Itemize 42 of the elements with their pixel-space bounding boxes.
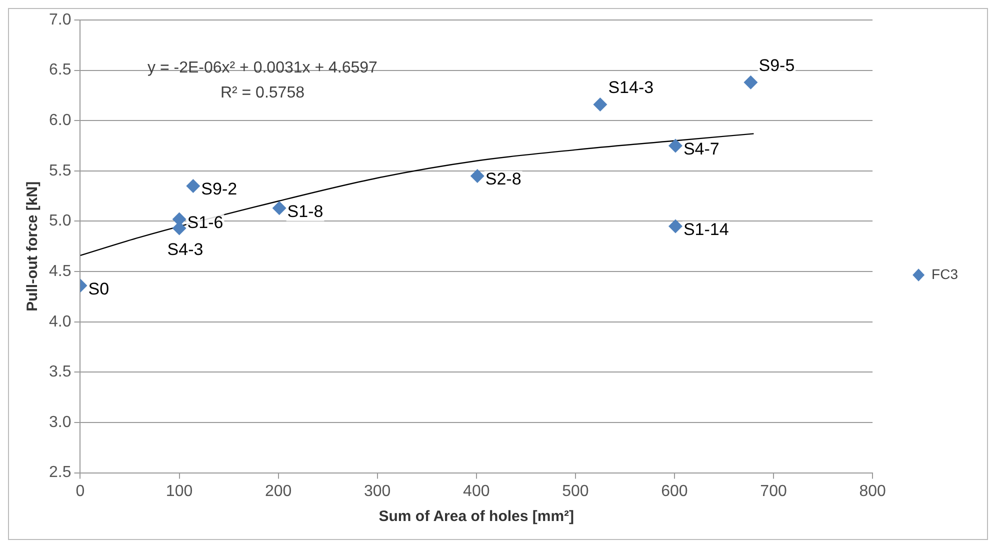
y-tick-label: 4.0 (48, 313, 72, 330)
line-series (80, 133, 754, 256)
annotation: R² = 0.5758 (220, 84, 305, 102)
point (668, 138, 682, 153)
annotation: S9-2 (201, 180, 238, 199)
annotation: S0 (88, 279, 110, 298)
y-tick-label: 5.0 (48, 212, 72, 230)
annotation: S1-8 (287, 202, 324, 221)
y-tick-label: 4.5 (48, 262, 72, 280)
x-tick-label: 800 (859, 482, 886, 500)
y-tick-label: 7.0 (48, 11, 72, 28)
y-tick-label: 6.0 (48, 112, 72, 130)
x-tick-label: 300 (364, 482, 391, 500)
x-tick-label: 400 (463, 482, 490, 500)
annotation: S4-7 (683, 139, 720, 158)
annotation: S4-3 (167, 240, 204, 259)
point (470, 168, 484, 183)
annotation: y = -2E-06x² + 0.0031x + 4.6597 (148, 59, 378, 76)
y-axis-title: Pull-out force [kN] (24, 181, 42, 312)
y-tick-label: 6.5 (48, 62, 72, 79)
x-tick-label: 0 (76, 482, 85, 500)
point (744, 75, 758, 90)
x-tick-label: 700 (760, 482, 787, 500)
point (272, 201, 286, 216)
x-axis-title: Sum of Area of holes [mm²] (378, 508, 574, 526)
y-tick-label: 2.5 (48, 464, 72, 482)
annotation: S9-5 (758, 56, 795, 76)
y-tick-label: 3.0 (48, 414, 72, 431)
point (593, 98, 608, 112)
point (186, 179, 200, 194)
x-tick-label: 100 (166, 482, 193, 500)
annotation: S2-8 (485, 170, 522, 189)
point (668, 219, 682, 234)
y-tick-label: 5.5 (48, 162, 72, 180)
x-tick-label: 200 (264, 482, 292, 500)
annotation: S1-14 (683, 220, 729, 239)
annotation: S14-3 (608, 78, 654, 98)
annotation: S1-6 (187, 212, 224, 232)
legend-label: FC3 (932, 266, 958, 282)
x-tick-label: 600 (661, 482, 688, 500)
x-tick-label: 500 (562, 482, 589, 500)
y-tick-label: 3.5 (48, 364, 72, 381)
